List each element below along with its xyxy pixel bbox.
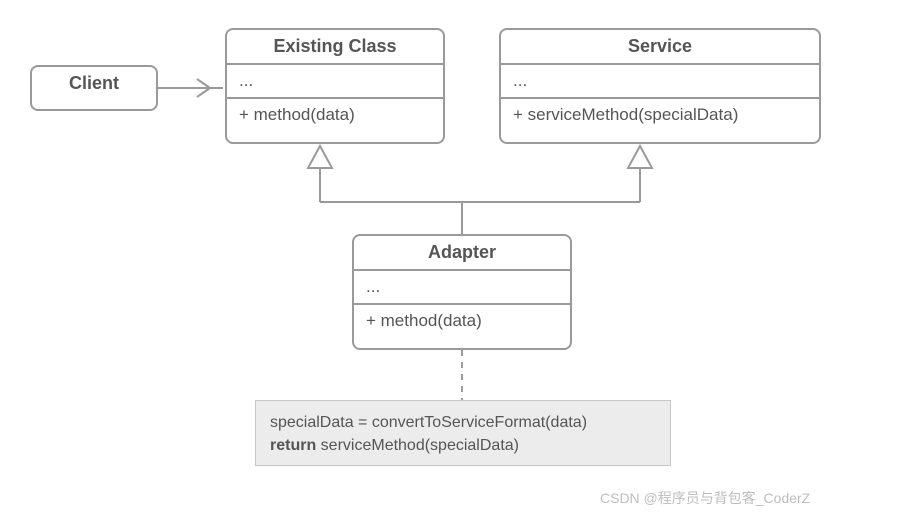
class-service: Service ... + serviceMethod(specialData) — [499, 28, 821, 144]
class-service-title: Service — [501, 30, 819, 65]
class-service-row-1: + serviceMethod(specialData) — [501, 99, 819, 131]
adapter-note: specialData = convertToServiceFormat(dat… — [255, 400, 671, 466]
edge-adapter-to-service — [462, 146, 652, 234]
class-client: Client — [30, 65, 158, 111]
adapter-note-line2: return serviceMethod(specialData) — [270, 434, 656, 457]
class-existing-title: Existing Class — [227, 30, 443, 65]
edge-client-to-existing — [158, 79, 223, 97]
class-adapter-title: Adapter — [354, 236, 570, 271]
watermark-text: CSDN @程序员与背包客_CoderZ — [600, 488, 810, 508]
class-adapter-row-1: + method(data) — [354, 305, 570, 337]
class-existing-row-0: ... — [227, 65, 443, 99]
diagram-canvas: Client Existing Class ... + method(data)… — [0, 0, 898, 514]
class-client-title: Client — [32, 67, 156, 100]
edge-adapter-to-existing — [308, 146, 462, 234]
class-service-row-0: ... — [501, 65, 819, 99]
class-adapter-row-0: ... — [354, 271, 570, 305]
adapter-note-line1: specialData = convertToServiceFormat(dat… — [270, 411, 656, 434]
class-adapter: Adapter ... + method(data) — [352, 234, 572, 350]
class-existing-row-1: + method(data) — [227, 99, 443, 131]
adapter-note-line2-keyword: return — [270, 437, 316, 454]
class-existing: Existing Class ... + method(data) — [225, 28, 445, 144]
adapter-note-line2-rest: serviceMethod(specialData) — [316, 437, 519, 454]
